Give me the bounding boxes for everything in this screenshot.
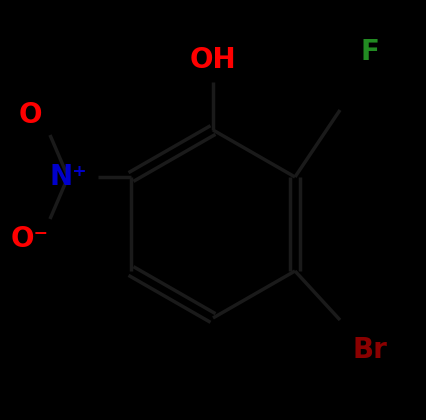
Text: F: F bbox=[360, 38, 379, 66]
Text: OH: OH bbox=[189, 46, 236, 74]
Text: O: O bbox=[18, 101, 42, 129]
Text: N⁺: N⁺ bbox=[49, 163, 86, 191]
Text: O⁻: O⁻ bbox=[11, 225, 49, 253]
Text: Br: Br bbox=[352, 336, 386, 364]
